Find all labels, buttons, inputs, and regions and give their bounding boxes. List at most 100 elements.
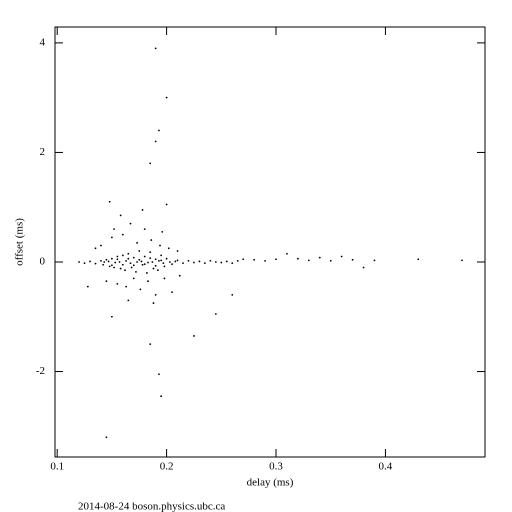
point <box>94 262 97 265</box>
point <box>121 233 124 236</box>
point <box>135 270 137 273</box>
point <box>275 258 277 261</box>
point <box>102 263 105 266</box>
point <box>110 257 113 260</box>
point <box>193 335 195 337</box>
point <box>152 267 155 270</box>
point <box>110 315 113 318</box>
point <box>165 203 168 206</box>
y-tick-label: -2 <box>36 365 45 377</box>
point <box>220 261 223 264</box>
point <box>127 299 130 302</box>
point <box>86 285 89 288</box>
point <box>110 236 113 239</box>
point <box>160 254 163 257</box>
point <box>417 258 420 261</box>
point <box>176 259 179 262</box>
point <box>113 228 115 231</box>
point <box>225 260 228 263</box>
point <box>108 265 111 268</box>
x-tick-label: 0.2 <box>160 461 174 473</box>
point <box>176 250 179 252</box>
point <box>89 260 91 263</box>
footer: 2014-08-24 boson.physics.ubc.ca <box>78 501 225 512</box>
point <box>141 209 144 211</box>
y-tick-label: 0 <box>40 256 46 268</box>
point <box>329 259 332 262</box>
point <box>140 260 143 263</box>
x-tick-label: 0.4 <box>379 461 393 473</box>
point <box>136 241 138 244</box>
point <box>203 262 206 264</box>
point <box>105 258 108 261</box>
point <box>83 262 86 264</box>
point <box>373 259 376 262</box>
point <box>100 259 102 262</box>
point <box>132 277 135 280</box>
point <box>136 261 138 263</box>
point <box>108 200 111 203</box>
point <box>159 244 161 247</box>
point <box>242 258 245 261</box>
y-axis-label: offset (ms) <box>14 218 26 266</box>
point <box>158 373 160 376</box>
point <box>94 247 97 250</box>
point <box>152 302 155 304</box>
point <box>119 267 122 270</box>
point <box>146 272 148 274</box>
point <box>150 239 153 241</box>
point <box>107 260 110 263</box>
point <box>154 258 157 261</box>
point <box>297 257 299 260</box>
point <box>214 261 217 263</box>
point <box>100 244 102 247</box>
point <box>318 256 321 259</box>
point <box>151 261 154 263</box>
point <box>198 260 201 263</box>
point <box>143 228 146 231</box>
point <box>362 266 365 269</box>
x-tick-label: 0.1 <box>50 461 64 473</box>
point <box>156 269 159 272</box>
point <box>340 255 343 258</box>
point <box>160 395 163 398</box>
point <box>154 264 157 267</box>
point <box>132 256 135 259</box>
point <box>307 259 310 262</box>
point <box>149 162 152 165</box>
point <box>127 257 130 260</box>
point <box>143 255 146 258</box>
point <box>110 264 113 267</box>
point <box>147 261 149 264</box>
point <box>286 252 288 255</box>
point <box>147 280 149 283</box>
point <box>138 250 141 252</box>
point <box>193 261 195 264</box>
point <box>125 285 128 288</box>
point <box>149 257 152 260</box>
point <box>158 259 160 262</box>
point <box>129 262 132 264</box>
point <box>149 251 152 254</box>
point <box>165 96 168 99</box>
point <box>162 262 165 264</box>
point <box>351 258 354 261</box>
point <box>121 254 124 257</box>
x-tick-label: 0.3 <box>269 461 283 473</box>
y-tick-label: 4 <box>40 36 46 48</box>
point <box>116 258 119 261</box>
y-tick-label: 2 <box>40 146 46 158</box>
point <box>105 436 108 439</box>
point <box>127 252 130 255</box>
point <box>143 263 146 266</box>
x-axis-label: delay (ms) <box>247 477 294 489</box>
point <box>167 247 170 250</box>
point <box>118 261 121 263</box>
point <box>105 280 108 283</box>
point <box>116 255 119 258</box>
point <box>121 263 124 266</box>
point <box>174 260 177 263</box>
point <box>154 47 157 50</box>
